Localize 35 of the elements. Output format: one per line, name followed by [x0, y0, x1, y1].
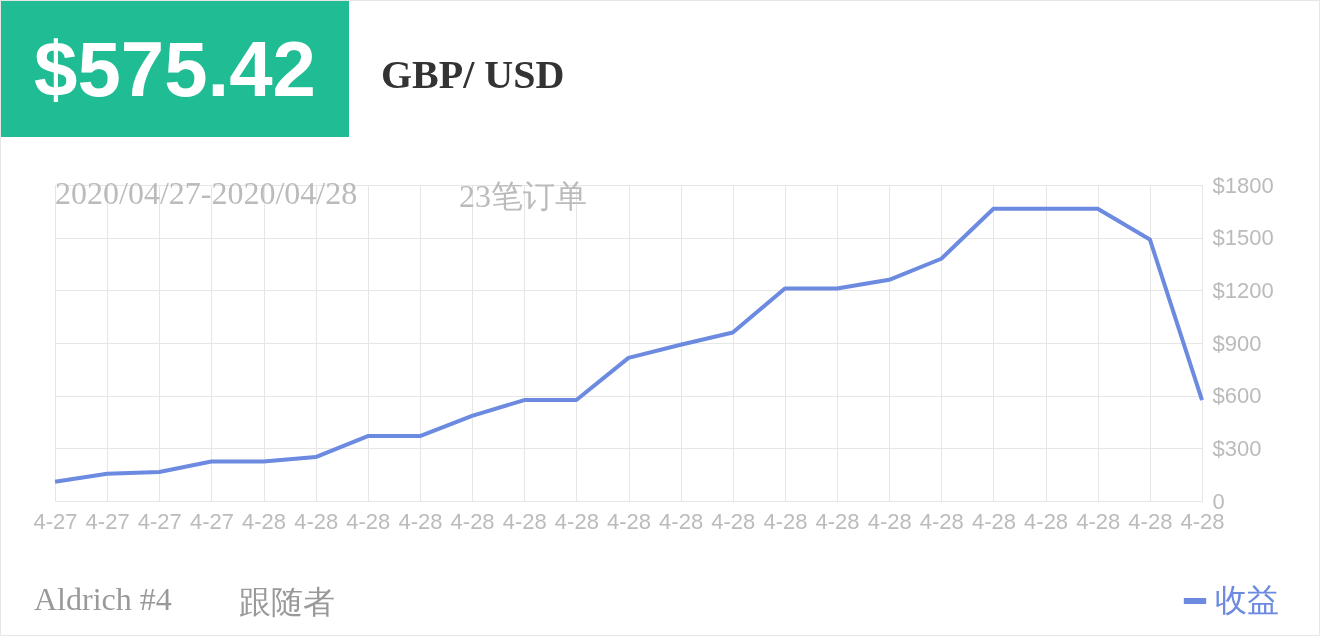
text: $575.42	[1, 1, 349, 137]
text: Aldrich #4	[34, 581, 172, 618]
x-tick-label: 4-28	[1024, 508, 1069, 534]
x-tick-label: 4-28	[398, 508, 443, 534]
y-tick-label: $1500	[1212, 225, 1274, 251]
x-tick-label: 4-28	[242, 508, 287, 534]
x-tick-label: 4-27	[85, 508, 130, 534]
annotation: 23笔订单	[459, 177, 587, 216]
x-tick-label: 4-28	[1128, 508, 1173, 534]
x-tick-label: 4-28	[554, 508, 599, 534]
x-tick-label: 4-28	[1076, 508, 1121, 534]
chart-title: GBP/ USD	[381, 51, 565, 98]
x-tick-label: 4-28	[711, 508, 756, 534]
x-tick-label: 4-28	[294, 508, 339, 534]
y-tick-label: $1200	[1212, 277, 1274, 303]
x-tick-label: 4-28	[606, 508, 652, 534]
x-tick-label: 4-28	[919, 508, 964, 534]
x-tick-label: 4-28	[815, 508, 860, 534]
x-tick-label: 4-28	[971, 508, 1016, 534]
x-tick-label: 4-28	[450, 508, 495, 534]
x-tick-label: 4-27	[33, 508, 78, 534]
y-tick-label: $600	[1212, 383, 1262, 409]
x-tick-label: 4-28	[346, 508, 391, 534]
x-tick-label: 4-28	[763, 508, 808, 534]
x-tick-label: 4-27	[189, 508, 234, 534]
y-tick-label: $900	[1212, 330, 1262, 356]
text: 跟随者	[239, 583, 335, 622]
x-tick-label: 4-28	[502, 508, 547, 534]
x-tick-label: 4-27	[137, 508, 182, 534]
x-tick-label: 4-28	[659, 508, 704, 534]
legend-label: 收益	[1215, 582, 1279, 618]
y-tick-label: $1800	[1212, 172, 1274, 198]
y-tick-label: $300	[1212, 435, 1262, 461]
annotation: 2020/04/27-2020/04/28	[55, 175, 358, 212]
x-tick-label: 4-28	[867, 508, 912, 534]
